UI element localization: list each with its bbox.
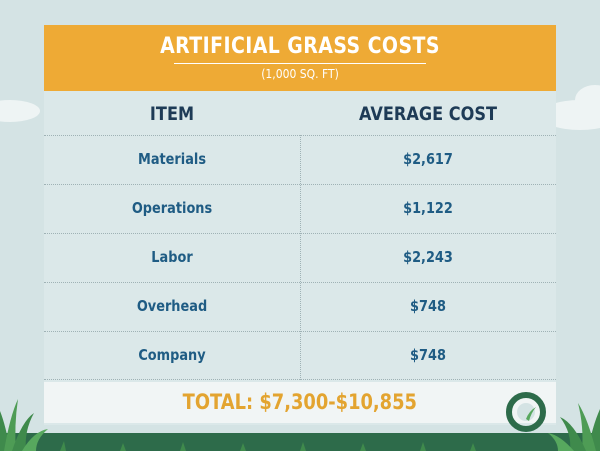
cost-table-card: ARTIFICIAL GRASS COSTS (1,000 SQ. FT) IT…	[44, 25, 556, 425]
cloud-left	[0, 100, 40, 122]
header-item: ITEM	[149, 103, 195, 125]
total-bar: TOTAL: $7,300-$10,855	[44, 382, 556, 423]
row-cost: $748	[410, 346, 446, 364]
total-text: TOTAL: $7,300-$10,855	[182, 390, 418, 414]
row-item: Overhead	[136, 297, 208, 315]
ground-strip	[0, 433, 600, 451]
title-bar: ARTIFICIAL GRASS COSTS (1,000 SQ. FT)	[44, 25, 556, 91]
row-cost: $2,243	[403, 248, 453, 266]
grass-decoration	[0, 399, 600, 451]
header-average-cost: AVERAGE COST	[358, 103, 498, 125]
row-item: Materials	[137, 150, 207, 168]
brand-logo-icon	[506, 392, 546, 432]
cloud-right-small	[575, 85, 600, 115]
page-subtitle: (1,000 SQ. FT)	[261, 67, 339, 81]
row-cost: $1,122	[403, 199, 453, 217]
row-cost: $748	[410, 297, 446, 315]
row-item: Company	[138, 346, 206, 364]
row-item: Operations	[131, 199, 213, 217]
column-divider	[300, 135, 302, 380]
row-cost: $2,617	[403, 150, 453, 168]
table-header: ITEM AVERAGE COST	[44, 101, 556, 141]
title-divider	[174, 63, 426, 64]
row-item: Labor	[151, 248, 193, 266]
page-title: ARTIFICIAL GRASS COSTS	[160, 34, 440, 59]
